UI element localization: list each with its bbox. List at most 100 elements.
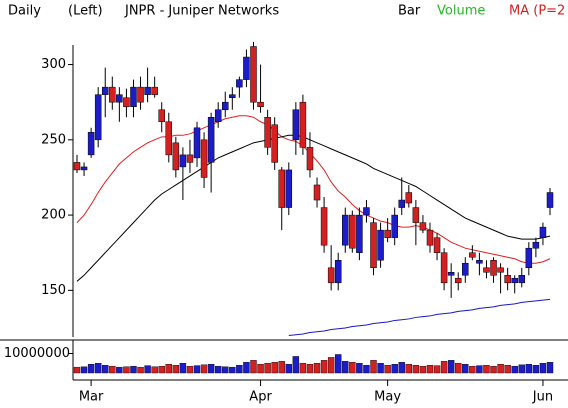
- volume-bar: [327, 357, 335, 374]
- candle-body: [250, 46, 257, 103]
- candle-body: [356, 214, 363, 253]
- candle-body: [80, 166, 88, 171]
- volume-bar: [412, 365, 420, 374]
- volume-bar: [440, 361, 448, 374]
- candle-body: [504, 275, 511, 284]
- candle-body: [462, 262, 469, 276]
- volume-bar: [109, 365, 116, 374]
- candle-body: [447, 272, 455, 276]
- candle-body: [243, 56, 250, 80]
- volume-bar: [419, 365, 427, 374]
- candle-body: [377, 229, 384, 261]
- volume-bar: [497, 364, 504, 374]
- volume-bar: [433, 365, 441, 374]
- volume-bar: [179, 363, 187, 374]
- volume-bar: [158, 365, 165, 374]
- volume-bar: [102, 365, 109, 374]
- volume-bar: [483, 365, 490, 374]
- candle-body: [236, 79, 243, 88]
- volume-bar: [165, 364, 172, 374]
- candle-body: [469, 252, 476, 258]
- volume-bar: [546, 362, 554, 374]
- candle-body: [73, 162, 81, 171]
- candle-body: [454, 278, 462, 284]
- candle-body: [186, 154, 194, 163]
- candle-body: [426, 229, 434, 246]
- x-tick-label: Apr: [249, 390, 272, 405]
- candle-body: [306, 147, 314, 171]
- candle-body: [200, 139, 208, 178]
- volume-bar: [116, 366, 123, 374]
- candle-body: [229, 94, 236, 98]
- candle-body: [101, 86, 109, 95]
- volume-bar: [391, 364, 398, 374]
- volume-bar: [384, 365, 391, 374]
- volume-bar: [271, 362, 278, 374]
- volume-bar: [462, 364, 469, 374]
- chart-style: Bar: [398, 4, 421, 19]
- volume-bar: [335, 354, 342, 374]
- volume-bar: [539, 363, 547, 374]
- candle-body: [476, 259, 483, 264]
- candle-body: [363, 207, 370, 216]
- volume-bar: [313, 363, 321, 374]
- volume-bar: [342, 361, 349, 374]
- candle-body: [285, 169, 293, 208]
- y-tick-label: 200: [41, 208, 66, 223]
- axis-side: (Left): [68, 4, 103, 19]
- candle-body: [207, 116, 215, 163]
- ma-line: [76, 134, 551, 282]
- candle-body: [342, 214, 349, 246]
- candle-body: [532, 241, 540, 249]
- candle-body: [490, 259, 497, 276]
- volume-bar: [214, 365, 222, 374]
- candle-body: [116, 94, 123, 103]
- candle-body: [222, 101, 229, 110]
- volume-bar: [349, 362, 356, 374]
- ma-line: [76, 115, 551, 264]
- ma-label: MA (P=2: [509, 4, 565, 19]
- candle-body: [511, 278, 518, 284]
- candle-body: [151, 86, 158, 95]
- candle-body: [87, 132, 95, 156]
- volume-bar: [137, 366, 144, 374]
- candle-body: [109, 86, 116, 103]
- candle-body: [398, 199, 405, 208]
- volume-bar: [292, 356, 300, 374]
- volume-bar: [285, 364, 292, 374]
- volume-bar: [469, 365, 476, 374]
- volume-bar: [222, 366, 229, 374]
- candle-body: [419, 222, 427, 231]
- volume-bar: [200, 364, 208, 374]
- y-tick-label: 300: [41, 57, 66, 72]
- volume-bar: [80, 366, 88, 374]
- candle-body: [193, 127, 201, 159]
- volume-bar: [172, 365, 180, 374]
- candle-body: [405, 192, 413, 204]
- volume-bar: [518, 364, 525, 374]
- ma-line: [288, 298, 551, 336]
- volume-bar: [250, 360, 257, 374]
- y-tick-label: 250: [41, 132, 66, 147]
- candle-body: [144, 86, 151, 95]
- candle-body: [391, 214, 398, 238]
- candle-body: [130, 86, 137, 107]
- volume-bar: [356, 363, 363, 374]
- volume-tick-label: 10000000: [4, 346, 70, 361]
- volume-bar: [490, 365, 497, 374]
- candle-body: [546, 192, 554, 208]
- candle-body: [370, 222, 377, 269]
- candle-body: [313, 184, 321, 201]
- candle-body: [412, 207, 420, 223]
- volume-bar: [264, 363, 271, 374]
- candle-body: [334, 259, 342, 284]
- candle-body: [483, 267, 490, 273]
- volume-bar: [193, 365, 201, 374]
- candle-body: [384, 229, 391, 238]
- candle-body: [518, 275, 526, 284]
- candle-body: [327, 267, 335, 284]
- candle-body: [349, 214, 356, 249]
- volume-bar: [476, 365, 483, 374]
- candle-body: [320, 207, 328, 246]
